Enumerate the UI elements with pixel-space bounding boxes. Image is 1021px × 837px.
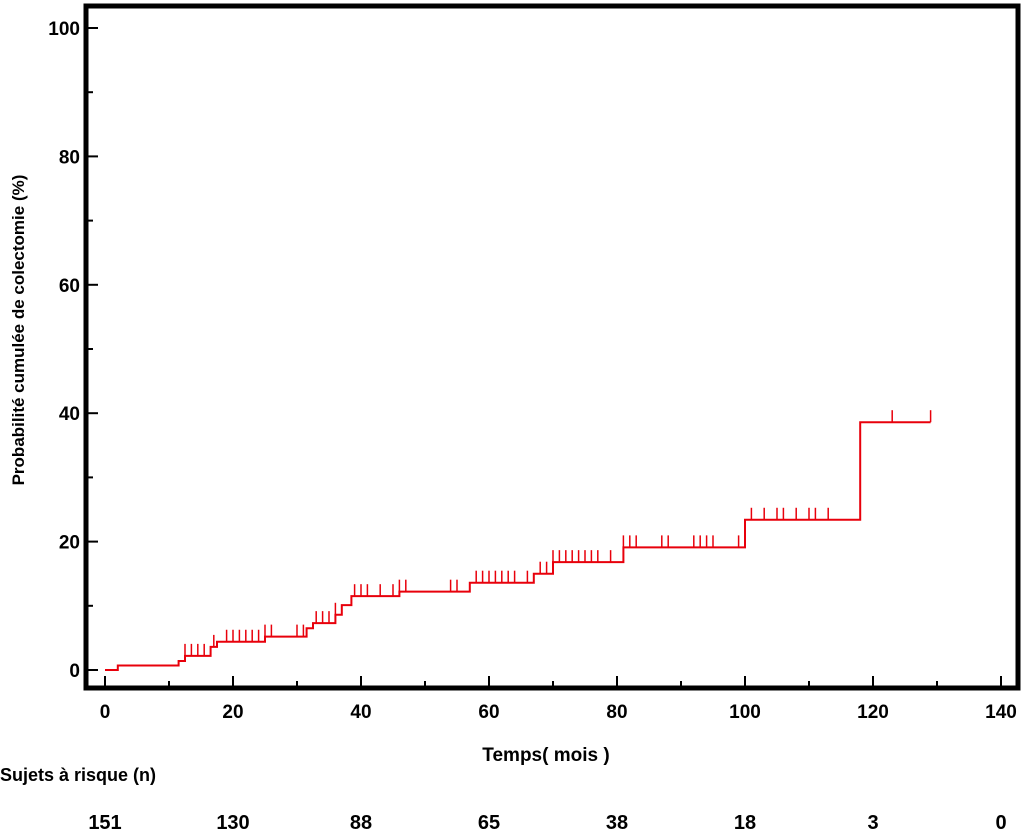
x-axis-label: Temps( mois )	[482, 745, 609, 766]
y-axis: 0 20 40 60 80 100	[48, 19, 98, 682]
censor-marks	[184, 410, 932, 656]
risk-value: 0	[995, 812, 1006, 834]
x-tick-label: 120	[857, 702, 889, 723]
x-tick-label: 20	[222, 702, 243, 723]
risk-value: 18	[734, 812, 756, 834]
x-tick-label: 40	[350, 702, 371, 723]
y-tick-label: 80	[59, 147, 80, 168]
cumulative-incidence-curve	[105, 421, 931, 671]
x-tick-label: 100	[729, 702, 761, 723]
risk-value: 130	[216, 812, 249, 834]
plot-frame	[83, 3, 1021, 691]
x-tick-label: 0	[100, 702, 111, 723]
risk-value: 65	[478, 812, 500, 834]
y-tick-label: 100	[48, 19, 80, 40]
risk-value: 3	[867, 812, 878, 834]
y-tick-label: 20	[59, 533, 80, 554]
risk-value: 38	[606, 812, 628, 834]
x-tick-label: 140	[985, 702, 1017, 723]
risk-table-label: Sujets à risque (n)	[0, 765, 156, 785]
y-axis-label: Probabilité cumulée de colectomie (%)	[9, 175, 28, 486]
y-tick-label: 40	[59, 404, 80, 425]
risk-table-values: 151 130 88 65 38 18 3 0	[88, 812, 1006, 834]
x-axis: 0 20 40 60 80 100 120 140	[100, 676, 1017, 723]
risk-value: 88	[350, 812, 372, 834]
x-tick-label: 80	[606, 702, 627, 723]
y-tick-label: 60	[59, 276, 80, 297]
series-line	[105, 421, 931, 671]
x-tick-label: 60	[478, 702, 499, 723]
y-tick-label: 0	[69, 661, 80, 682]
risk-value: 151	[88, 812, 121, 834]
